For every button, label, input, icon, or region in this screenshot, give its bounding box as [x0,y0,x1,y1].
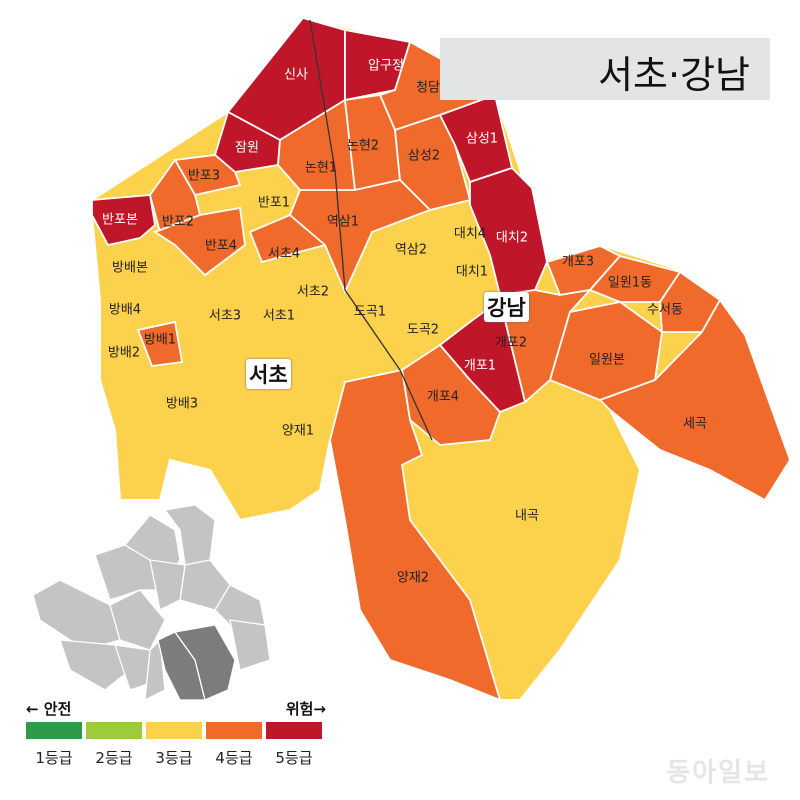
district-label: 방배2 [108,346,140,361]
district-label: 수서동 [647,303,683,318]
district-label: 방배3 [166,397,198,412]
district-label: 개포1 [464,359,496,374]
district-label: 압구정 [368,59,404,74]
district-label: 서초1 [263,309,295,324]
district-label: 일원본 [589,353,625,368]
district-label: 반포본 [102,213,138,228]
district-label: 대치1 [456,265,488,280]
gangnam-label: 강남 [484,292,529,322]
district-area-개포4 [401,343,502,446]
legend-swatch-5 [266,722,322,739]
district-label: 개포3 [562,255,594,270]
legend-label: 2등급 [95,749,133,767]
district-label: 서초3 [209,309,241,324]
inset-highlight-district [173,624,236,701]
legend: ← 안전 위험→ 1등급 2등급 3등급 4등급 5등급 [26,698,326,768]
district-label: 양재2 [397,571,429,586]
map-title: 서초·강남 [598,53,750,97]
district-label: 논현1 [305,161,337,176]
danger-label: 위험→ [285,700,326,718]
watermark-logo: 동아일보 [666,758,770,788]
district-label: 삼성2 [408,149,440,164]
district-label: 방배본 [112,261,148,276]
seocho-label: 서초 [246,359,291,389]
district-label: 반포3 [188,169,220,184]
district-label: 개포4 [427,390,459,405]
district-label: 방배1 [144,333,176,348]
title-box: 서초·강남 [440,38,770,100]
district-area-방배1 [136,320,184,367]
district-label: 방배4 [109,303,141,318]
district-label: 삼성1 [466,132,498,147]
legend-swatch-1 [26,722,82,739]
district-label: 내곡 [515,509,539,524]
district-label: 서초2 [297,285,329,300]
district-label: 서초4 [268,247,300,262]
legend-label: 3등급 [155,749,193,767]
district-label: 대치4 [454,227,486,242]
district-label: 세곡 [683,417,707,432]
inset-district [149,559,186,611]
district-area-역삼1 [288,179,432,295]
inset-district [109,589,166,651]
inset-district [229,619,271,671]
safe-label: ← 안전 [26,700,72,718]
district-label: 반포4 [205,239,237,254]
district-label: 대치2 [496,231,528,246]
legend-swatch-3 [146,722,202,739]
district-area-반포2 [149,158,202,234]
legend-swatch-2 [86,722,142,739]
district-label: 반포1 [258,196,290,211]
district-area-세곡 [598,298,791,502]
district-label: 신사 [284,68,308,83]
legend-label: 4등급 [215,749,253,767]
seoul-inset-map [32,504,271,702]
district-label: 도곡2 [407,323,439,338]
district-label: 반포2 [162,215,194,230]
district-label: 개포2 [495,336,527,351]
district-label: 청담 [416,81,440,96]
inset-district [144,638,166,702]
district-label: 역삼2 [395,243,427,258]
district-label: 양재1 [282,424,314,439]
district-label: 도곡1 [354,305,386,320]
inset-district [59,639,131,691]
gu-boundary-line [309,19,433,441]
district-area-반포4 [153,206,246,277]
district-label: 논현2 [347,139,379,154]
district-label: 일원1동 [608,276,652,291]
district-label: 역삼1 [327,215,359,230]
legend-label: 5등급 [275,749,313,767]
legend-label: 1등급 [35,749,73,767]
legend-swatch-4 [206,722,262,739]
district-label: 잠원 [235,141,259,156]
